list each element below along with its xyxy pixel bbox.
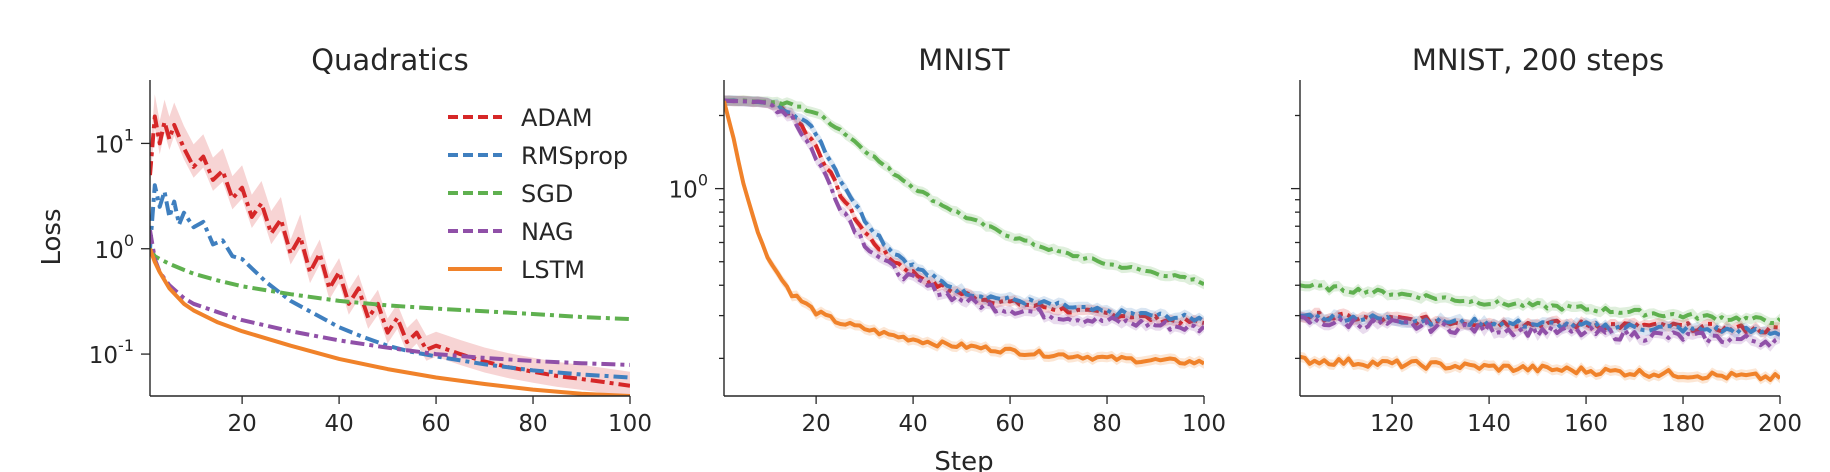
x-tick-label: 120	[1370, 411, 1414, 437]
series-line-nag	[1300, 315, 1780, 349]
series-line-sgd	[150, 247, 630, 322]
series-line-lstm	[150, 248, 630, 396]
x-tick-label: 100	[608, 411, 652, 437]
legend-label-rmsprop: RMSprop	[521, 142, 628, 170]
legend: ADAM RMSprop SGD NAG LSTM	[448, 104, 628, 284]
series-line-lstm	[724, 100, 1204, 366]
legend-label-nag: NAG	[521, 218, 574, 246]
series-line-rmsprop	[150, 183, 630, 380]
x-tick-label: 80	[518, 411, 547, 437]
x-tick-label: 100	[1182, 411, 1226, 437]
x-tick-label: 60	[995, 411, 1024, 437]
y-axis-label: Loss	[37, 208, 67, 265]
x-tick-label: 20	[227, 411, 256, 437]
legend-label-adam: ADAM	[521, 104, 593, 132]
series-line-lstm	[1300, 354, 1780, 382]
y-tick-label: 100	[669, 171, 708, 204]
series-line-adam	[150, 114, 630, 388]
legend-label-lstm: LSTM	[521, 256, 585, 284]
x-tick-label: 60	[421, 411, 450, 437]
panel-quadratics: Quadratics Loss 20 40 60 80 100 10-1 100 101	[37, 43, 652, 437]
legend-label-sgd: SGD	[521, 180, 573, 208]
series-line-sgd	[724, 98, 1204, 287]
panel-mnist-200-steps: MNIST, 200 steps 120 140 160 180 200	[1291, 43, 1802, 437]
y-tick-label: 101	[95, 125, 134, 158]
chart-title: Quadratics	[311, 43, 469, 77]
x-tick-label: 160	[1564, 411, 1608, 437]
x-tick-label: 180	[1661, 411, 1705, 437]
y-tick-label: 10-1	[89, 336, 134, 369]
x-tick-label: 200	[1758, 411, 1802, 437]
x-tick-label: 140	[1467, 411, 1511, 437]
x-tick-label: 40	[898, 411, 927, 437]
series-line-rmsprop	[724, 98, 1204, 323]
chart-title: MNIST	[918, 43, 1010, 77]
series-line-sgd	[1300, 282, 1780, 325]
x-tick-label: 80	[1092, 411, 1121, 437]
x-tick-label: 20	[801, 411, 830, 437]
chart-title: MNIST, 200 steps	[1412, 43, 1664, 77]
panel-mnist: MNIST Step 20 40 60 80 100 100	[669, 43, 1226, 472]
series-line-nag	[150, 229, 630, 367]
y-tick-label: 100	[95, 231, 134, 264]
x-tick-label: 40	[324, 411, 353, 437]
band-sgd	[724, 95, 1204, 290]
x-axis-label: Step	[934, 447, 993, 472]
band-adam	[150, 94, 630, 396]
series-line-rmsprop	[1300, 312, 1780, 337]
